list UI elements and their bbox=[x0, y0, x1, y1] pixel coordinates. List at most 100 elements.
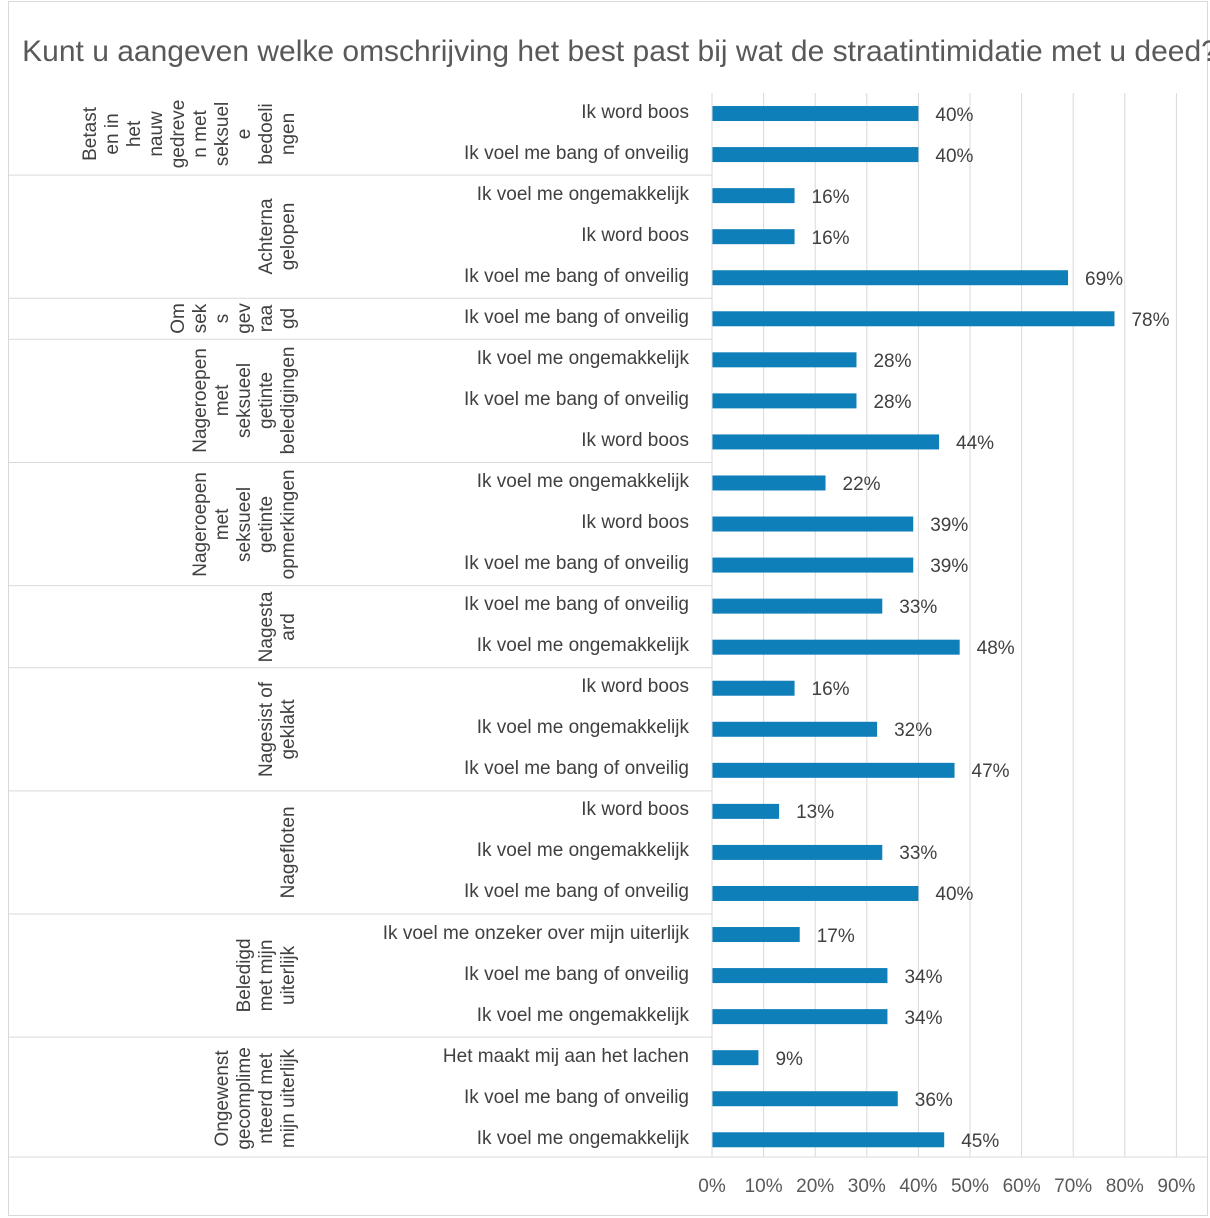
group-label: Nagesta ard bbox=[256, 591, 299, 663]
group-label: Om sek s gev raa gd bbox=[168, 303, 299, 335]
group-label: Nagesist of geklakt bbox=[256, 681, 299, 777]
data-label: 22% bbox=[842, 473, 881, 495]
bar bbox=[712, 1132, 945, 1148]
category-label: Ik voel me bang of onveilig bbox=[464, 388, 689, 410]
x-tick-label: 10% bbox=[744, 1176, 783, 1197]
category-label: Ik voel me bang of onveilig bbox=[464, 963, 689, 985]
data-label: 45% bbox=[961, 1130, 1000, 1152]
bar bbox=[712, 721, 878, 737]
data-label: 28% bbox=[873, 350, 912, 372]
bar bbox=[712, 352, 857, 368]
bar bbox=[712, 680, 795, 696]
group-label: Achterna gelopen bbox=[256, 198, 299, 275]
x-tick-label: 70% bbox=[1054, 1176, 1093, 1197]
bar bbox=[712, 516, 914, 532]
data-label: 48% bbox=[976, 638, 1015, 660]
bar bbox=[712, 557, 914, 573]
data-label: 44% bbox=[956, 432, 995, 454]
bar bbox=[712, 968, 888, 984]
bar bbox=[712, 475, 826, 491]
chart-frame bbox=[8, 1, 1208, 1216]
bar bbox=[712, 803, 780, 819]
bar bbox=[712, 393, 857, 409]
category-label: Ik word boos bbox=[581, 224, 689, 246]
bar bbox=[712, 1009, 888, 1025]
data-label: 78% bbox=[1131, 309, 1170, 331]
bar bbox=[712, 106, 919, 122]
bar bbox=[712, 229, 795, 245]
category-label: Ik voel me bang of onveilig bbox=[464, 1086, 689, 1108]
bar bbox=[712, 844, 883, 860]
group-label: Betast en in het nauw gedreve n met seksuel e be… bbox=[80, 99, 299, 169]
data-label: 39% bbox=[930, 556, 969, 578]
category-label: Ik voel me bang of onveilig bbox=[464, 265, 689, 287]
category-label: Ik voel me bang of onveilig bbox=[464, 594, 689, 616]
data-label: 34% bbox=[904, 1007, 943, 1029]
data-label: 40% bbox=[935, 884, 974, 906]
bar bbox=[712, 639, 960, 655]
category-label: Ik voel me bang of onveilig bbox=[464, 758, 689, 780]
x-tick-label: 60% bbox=[1002, 1176, 1041, 1197]
bar bbox=[712, 1050, 759, 1066]
group-label: Beledigd met mijn uiterlijk bbox=[234, 938, 299, 1013]
x-tick-label: 50% bbox=[950, 1176, 990, 1197]
bar bbox=[712, 434, 940, 450]
category-label: Ik word boos bbox=[581, 512, 689, 534]
category-label: Ik voel me bang of onveilig bbox=[464, 881, 689, 903]
bar bbox=[712, 598, 883, 614]
data-label: 36% bbox=[914, 1089, 953, 1111]
group-label: Ongewenst gecomplime nteerd met mijn uiterl… bbox=[212, 1047, 299, 1150]
category-label: Ik word boos bbox=[581, 429, 689, 451]
category-label: Ik voel me ongemakkelijk bbox=[476, 347, 689, 369]
category-label: Ik voel me ongemakkelijk bbox=[476, 183, 689, 205]
chart-title: Kunt u aangeven welke omschrijving het b… bbox=[22, 35, 1210, 68]
category-label: Het maakt mij aan het lachen bbox=[442, 1045, 689, 1067]
category-label: Ik word boos bbox=[581, 676, 689, 698]
bar bbox=[712, 1091, 898, 1107]
data-label: 34% bbox=[904, 966, 943, 988]
bar bbox=[712, 147, 919, 163]
category-label: Ik word boos bbox=[581, 101, 689, 123]
group-label: Nageroepen met seksueel getinte beledigingen bbox=[190, 346, 299, 455]
x-tick-label: 0% bbox=[698, 1176, 726, 1197]
bar bbox=[712, 188, 795, 204]
data-label: 33% bbox=[899, 597, 938, 619]
data-label: 40% bbox=[935, 104, 974, 126]
category-label: Ik voel me ongemakkelijk bbox=[476, 840, 689, 862]
category-label: Ik voel me bang of onveilig bbox=[464, 306, 689, 328]
x-tick-label: 80% bbox=[1105, 1176, 1144, 1197]
category-label: Ik voel me onzeker over mijn uiterlijk bbox=[382, 922, 689, 944]
data-label: 69% bbox=[1085, 268, 1124, 290]
category-label: Ik voel me bang of onveilig bbox=[464, 553, 689, 575]
bar bbox=[712, 311, 1115, 327]
data-label: 16% bbox=[811, 186, 850, 208]
category-label: Ik voel me ongemakkelijk bbox=[476, 1004, 689, 1026]
group-label: Nageroepen met seksueel getinte opmerkingen bbox=[190, 469, 299, 579]
x-tick-label: 40% bbox=[899, 1176, 938, 1197]
data-label: 40% bbox=[935, 145, 974, 167]
x-tick-label: 30% bbox=[847, 1176, 886, 1197]
data-label: 17% bbox=[816, 925, 855, 947]
category-label: Ik voel me ongemakkelijk bbox=[476, 635, 689, 657]
data-label: 16% bbox=[811, 227, 850, 249]
category-label: Ik word boos bbox=[581, 799, 689, 821]
group-label: Nagefloten bbox=[278, 806, 299, 899]
bar bbox=[712, 927, 800, 943]
data-label: 33% bbox=[899, 843, 938, 865]
data-label: 32% bbox=[894, 720, 933, 742]
bar bbox=[712, 885, 919, 901]
bar bbox=[712, 762, 955, 778]
category-label: Ik voel me bang of onveilig bbox=[464, 142, 689, 164]
data-label: 13% bbox=[796, 802, 835, 824]
category-label: Ik voel me ongemakkelijk bbox=[476, 717, 689, 739]
x-tick-label: 20% bbox=[796, 1176, 835, 1197]
x-tick-label: 90% bbox=[1157, 1176, 1196, 1197]
category-label: Ik voel me ongemakkelijk bbox=[476, 1127, 689, 1149]
data-label: 39% bbox=[930, 515, 969, 537]
bar bbox=[712, 270, 1069, 286]
data-label: 28% bbox=[873, 391, 912, 413]
category-label: Ik voel me ongemakkelijk bbox=[476, 470, 689, 492]
data-label: 47% bbox=[971, 761, 1010, 783]
data-label: 9% bbox=[775, 1048, 803, 1070]
